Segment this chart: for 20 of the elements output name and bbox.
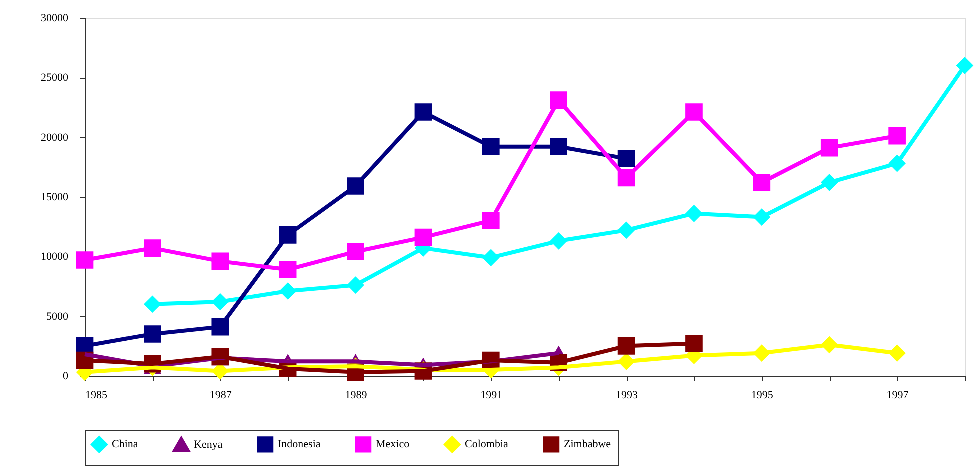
y-tick-label: 0 [63, 370, 69, 382]
y-tick-label: 10000 [41, 251, 69, 264]
x-tick-label: 1985 [86, 390, 108, 402]
y-tick-label: 30000 [41, 12, 69, 24]
y-tick-label: 15000 [41, 192, 69, 204]
legend-label: Zimbabwe [564, 438, 612, 451]
x-tick-label: 1991 [480, 390, 503, 402]
y-tick-label: 25000 [41, 72, 69, 84]
x-tick-label: 1995 [751, 390, 774, 402]
x-tick-label: 1989 [345, 390, 368, 402]
x-tick-label: 1997 [886, 390, 910, 402]
x-tick-label: 1993 [616, 390, 639, 402]
y-tick-label: 5000 [46, 310, 69, 323]
x-tick-label: 1987 [210, 390, 232, 402]
legend-label: Mexico [376, 438, 410, 451]
legend-label: Indonesia [278, 438, 321, 451]
legend-label: Colombia [465, 438, 509, 451]
legend-label: China [112, 438, 138, 451]
legend-label: Kenya [194, 439, 223, 452]
y-tick-label: 20000 [41, 132, 69, 144]
